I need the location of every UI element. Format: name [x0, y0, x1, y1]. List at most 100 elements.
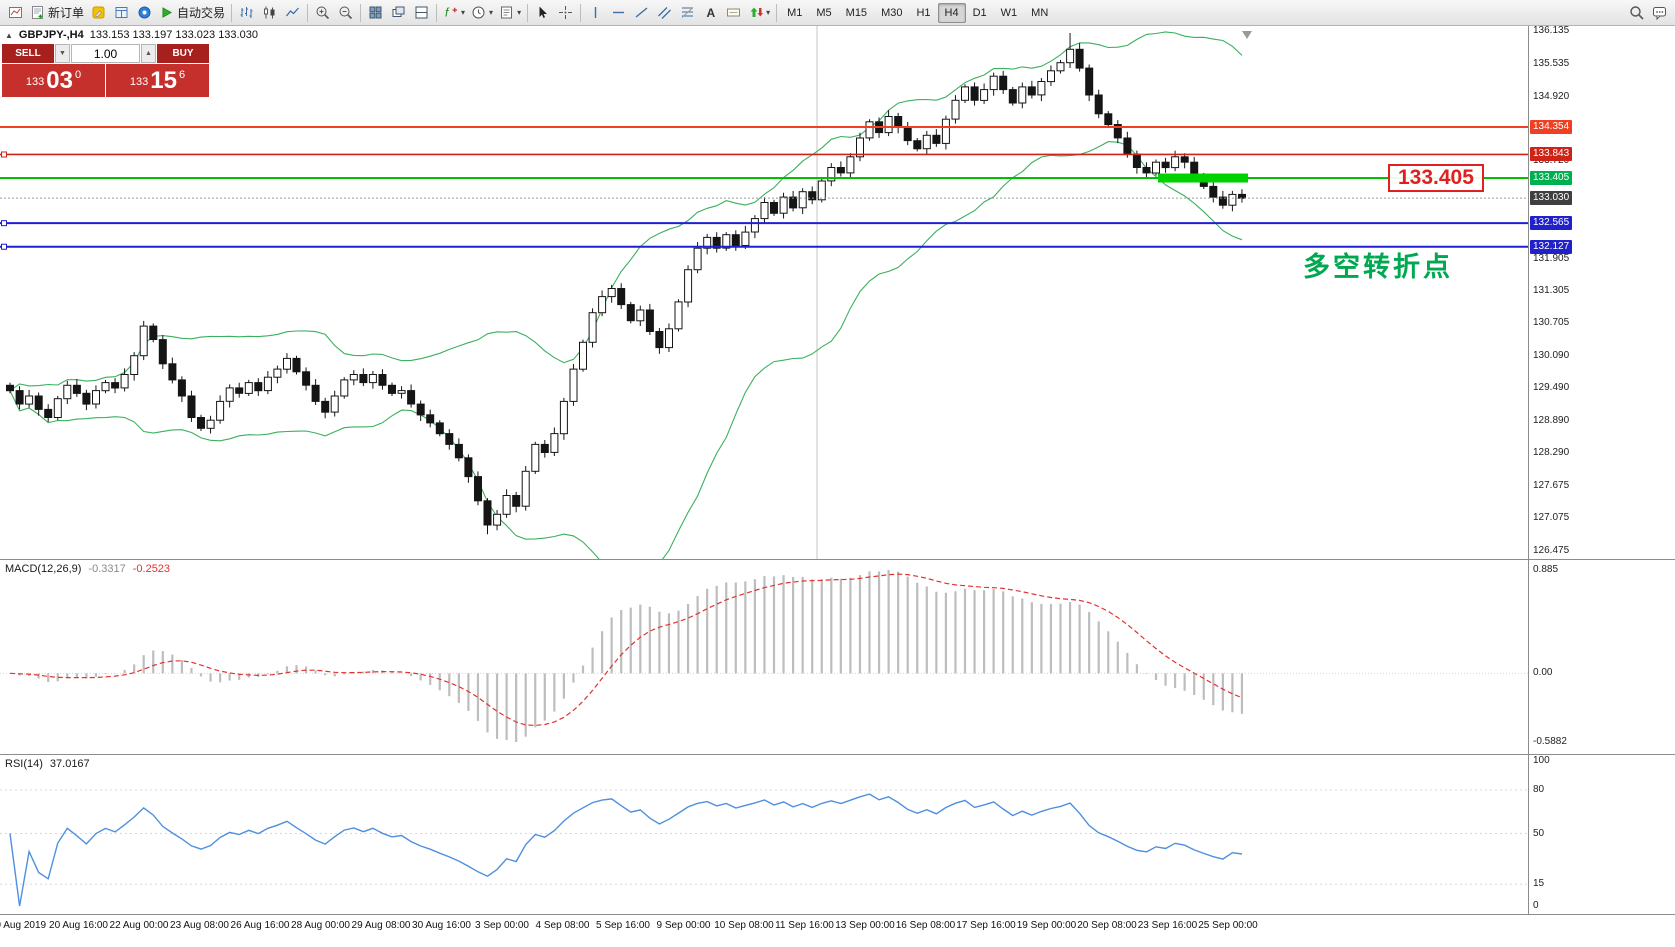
price-scale-label: 127.075 — [1533, 512, 1570, 524]
macd-scale[interactable]: 0.885 0.00 -0.5882 — [1528, 560, 1675, 755]
timeframe-m1-button[interactable]: M1 — [780, 3, 809, 23]
arrows-button[interactable]: ▾ — [745, 2, 773, 24]
rsi-value: 37.0167 — [49, 758, 90, 770]
timeframe-m5-button[interactable]: M5 — [809, 3, 838, 23]
toolbar-separator — [527, 3, 529, 22]
rsi-chart-canvas[interactable] — [0, 755, 1528, 914]
rsi-panel[interactable]: RSI(14) 37.0167 — [0, 755, 1528, 915]
timeframe-m15-button[interactable]: M15 — [839, 3, 874, 23]
price-level-label[interactable]: 133.405 — [1388, 164, 1484, 193]
search-button[interactable] — [1625, 2, 1648, 24]
buy-button[interactable]: BUY — [157, 44, 209, 63]
new-order-button[interactable]: 新订单 — [27, 2, 87, 24]
chat-button[interactable] — [1648, 2, 1671, 24]
rsi-scale-label: 100 — [1533, 755, 1550, 766]
volume-up-button[interactable]: ▲ — [141, 44, 156, 63]
rsi-label: RSI(14) — [5, 758, 43, 770]
time-axis-label: 30 Aug 16:00 — [412, 920, 471, 931]
zoom-in-button[interactable] — [311, 2, 334, 24]
time-axis-label: 11 Sep 16:00 — [775, 920, 834, 931]
time-axis-label: 16 Sep 08:00 — [895, 920, 956, 931]
indicators-button[interactable]: f ▾ — [440, 2, 468, 24]
price-badge: 132.565 — [1530, 216, 1573, 231]
timeframe-w1-button[interactable]: W1 — [994, 3, 1025, 23]
cascade-windows-icon — [392, 6, 405, 17]
time-axis-label: 19 Sep 00:00 — [1016, 920, 1077, 931]
bar-chart-button[interactable] — [235, 2, 258, 24]
sell-button[interactable]: SELL — [2, 44, 54, 63]
search-icon — [1630, 6, 1644, 20]
split-window-button[interactable] — [410, 2, 433, 24]
macd-header: MACD(12,26,9) -0.3317 -0.2523 — [5, 563, 170, 575]
rsi-scale-label: 0 — [1533, 900, 1539, 911]
vertical-line-button[interactable] — [584, 2, 607, 24]
price-badge: 133.405 — [1530, 171, 1573, 186]
price-chart-panel[interactable]: ▲ GBPJPY-,H4 133.153 133.197 133.023 133… — [0, 26, 1528, 560]
timeframe-d1-button[interactable]: D1 — [966, 3, 994, 23]
text-label-button[interactable] — [722, 2, 745, 24]
templates-button[interactable]: ▾ — [496, 2, 524, 24]
support-button[interactable] — [133, 2, 156, 24]
dropdown-caret-icon: ▾ — [489, 8, 494, 17]
time-axis-label: 9 Sep 00:00 — [656, 920, 711, 931]
text-button[interactable]: A — [699, 2, 722, 24]
time-axis-label: 3 Sep 00:00 — [475, 920, 529, 931]
zoom-out-button[interactable] — [334, 2, 357, 24]
periods-button[interactable]: ▾ — [468, 2, 496, 24]
timeframe-mn-button[interactable]: MN — [1024, 3, 1055, 23]
price-scale-label: 130.090 — [1533, 350, 1570, 362]
cascade-windows-button[interactable] — [387, 2, 410, 24]
timeframe-h4-button[interactable]: H4 — [937, 2, 966, 23]
volume-input[interactable] — [71, 44, 140, 63]
trendline-button[interactable] — [630, 2, 653, 24]
price-chart-canvas[interactable] — [0, 26, 1528, 559]
autotrading-button[interactable]: 自动交易 — [156, 2, 228, 24]
chart-window: ▲ GBPJPY-,H4 133.153 133.197 133.023 133… — [0, 26, 1675, 947]
macd-chart-canvas[interactable] — [0, 560, 1528, 754]
sell-price-button[interactable]: 133 03 0 — [2, 64, 105, 97]
new-chart-button[interactable] — [4, 2, 27, 24]
buy-price-pips: 15 — [150, 67, 177, 94]
dropdown-caret-icon: ▾ — [461, 8, 466, 17]
data-window-button[interactable] — [110, 2, 133, 24]
time-axis-label: 4 Sep 08:00 — [535, 920, 590, 931]
cursor-button[interactable] — [531, 2, 554, 24]
cursor-icon — [539, 6, 548, 18]
toolbar: 新订单 自动交易 f ▾ ▾ ▾ A ▾ M1 M5 M15 M30 H1 H4 D1 W1 MN — [0, 0, 1675, 26]
macd-value-signal: -0.2523 — [132, 563, 171, 575]
metaeditor-button[interactable] — [87, 2, 110, 24]
quote-panel-toggle-icon[interactable]: ▲ — [5, 30, 13, 40]
time-axis-label: 23 Sep 16:00 — [1137, 920, 1198, 931]
rsi-header: RSI(14) 37.0167 — [5, 758, 90, 770]
equidistant-channel-button[interactable] — [653, 2, 676, 24]
volume-down-button[interactable]: ▼ — [55, 44, 70, 63]
toolbar-separator — [580, 3, 582, 22]
price-scale-label: 135.535 — [1533, 57, 1570, 69]
bar-chart-icon — [240, 7, 253, 18]
buy-price-button[interactable]: 133 15 6 — [106, 64, 209, 97]
annotation-text[interactable]: 多空转折点 — [1303, 251, 1453, 282]
candlestick-icon — [264, 6, 275, 19]
macd-scale-label: 0.885 — [1533, 564, 1559, 575]
line-chart-icon — [286, 7, 300, 17]
line-chart-button[interactable] — [281, 2, 304, 24]
rsi-scale[interactable]: 100 80 50 15 0 — [1528, 755, 1675, 915]
price-scale[interactable]: 136.135135.535134.920133.720131.905131.3… — [1528, 26, 1675, 560]
candlestick-chart-button[interactable] — [258, 2, 281, 24]
fibonacci-button[interactable] — [676, 2, 699, 24]
price-scale-label: 127.675 — [1533, 480, 1570, 492]
autotrading-icon — [162, 7, 173, 18]
macd-panel[interactable]: MACD(12,26,9) -0.3317 -0.2523 — [0, 560, 1528, 755]
symbol-title: GBPJPY-,H4 — [18, 29, 84, 41]
timeframe-m30-button[interactable]: M30 — [874, 3, 909, 23]
price-scale-label: 128.890 — [1533, 414, 1570, 426]
arrows-icon — [750, 7, 764, 17]
timeframe-h1-button[interactable]: H1 — [909, 3, 937, 23]
time-axis-label: 10 Sep 08:00 — [714, 920, 774, 931]
tile-windows-button[interactable] — [364, 2, 387, 24]
macd-scale-label: 0.00 — [1533, 667, 1553, 679]
horizontal-line-button[interactable] — [607, 2, 630, 24]
time-axis-label: 5 Sep 16:00 — [596, 920, 650, 931]
crosshair-button[interactable] — [554, 2, 577, 24]
